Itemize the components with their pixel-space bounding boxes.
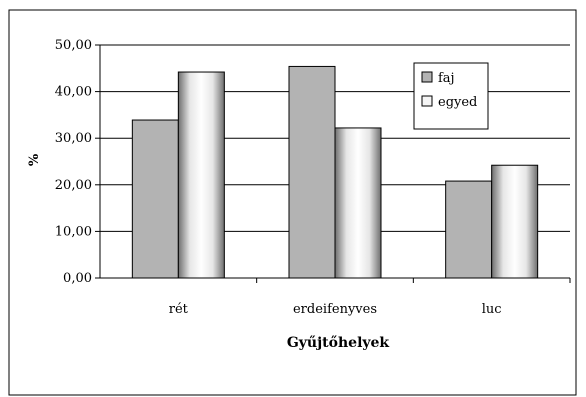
axes — [95, 44, 571, 283]
bar-faj-3 — [445, 180, 493, 279]
y-tick-label: 0,00 — [63, 271, 92, 286]
x-tick-label: erdeifenyves — [293, 302, 377, 317]
x-tick-label: luc — [482, 302, 502, 317]
legend: faj egyed — [413, 62, 489, 130]
x-axis-title: Gyűjtőhelyek — [287, 335, 390, 351]
bar-egyed-3 — [491, 164, 539, 279]
legend-swatch-egyed — [421, 95, 433, 107]
x-tick-labels: rét erdeifenyves luc — [169, 302, 502, 317]
legend-swatch-faj — [421, 71, 433, 83]
y-tick-label: 10,00 — [55, 224, 92, 239]
bars — [131, 65, 539, 279]
y-tick-label: 20,00 — [55, 178, 92, 193]
bar-egyed-2 — [334, 127, 382, 279]
y-tick-labels: 0,00 10,00 20,00 30,00 40,00 50,00 — [55, 38, 92, 286]
y-tick-label: 50,00 — [55, 38, 92, 53]
legend-label-egyed: egyed — [438, 95, 477, 110]
x-tick-label: rét — [169, 302, 189, 317]
legend-label-faj: faj — [438, 71, 455, 86]
y-tick-label: 30,00 — [55, 131, 92, 146]
y-tick-label: 40,00 — [55, 85, 92, 100]
bar-faj-1 — [131, 119, 179, 279]
bar-faj-2 — [288, 65, 336, 279]
y-axis-title: % — [27, 153, 42, 166]
bar-egyed-1 — [177, 71, 225, 279]
